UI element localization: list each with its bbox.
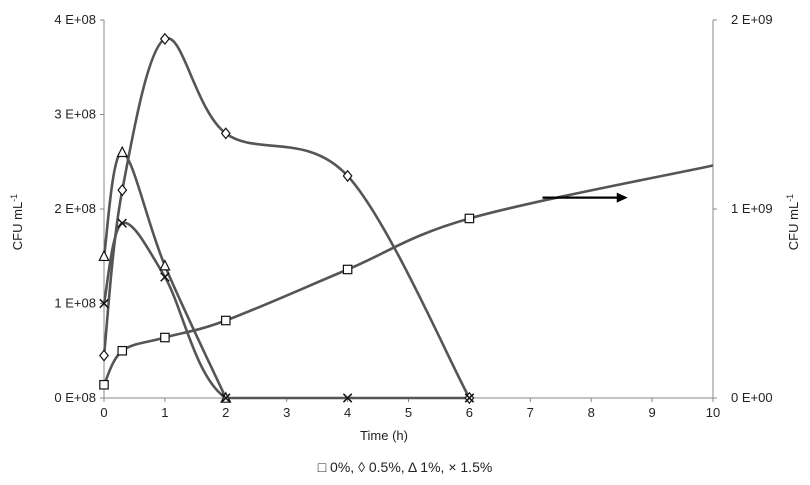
- series-line-diamond: [102, 37, 471, 399]
- y-left-tick-label: 0 E+08: [54, 390, 96, 405]
- series-cross-point: [342, 393, 353, 403]
- cross-stroke: [160, 272, 170, 282]
- y-left-tick-label: 1 E+08: [54, 296, 96, 311]
- series-triangle-point: [159, 259, 171, 271]
- series-square-point: [160, 332, 170, 343]
- legend-square-symbol: □: [317, 459, 327, 475]
- series-square-point: [117, 345, 128, 356]
- series-cross-point: [221, 393, 231, 403]
- legend-item-1: ◊ 0.5%: [358, 459, 401, 475]
- series-diamond-point: [342, 169, 353, 183]
- series-square-point: [464, 213, 475, 224]
- series-cross-point: [117, 218, 128, 228]
- cross-stroke: [221, 393, 231, 403]
- x-tick-label: 10: [706, 405, 720, 420]
- legend-diamond-symbol: ◊: [358, 459, 365, 475]
- legend-item-3: × 1.5%: [448, 459, 492, 475]
- cross-stroke: [464, 393, 475, 403]
- chart: 0 1 2 3 4 5 6 7 8 9 10 0 E+08 1 E+08 2 E+08 3 E+08 4 E+…: [9, 12, 801, 443]
- y-right-tick-label: 0 E+00: [731, 390, 773, 405]
- series-cross-point: [99, 298, 109, 309]
- cross-stroke: [117, 218, 128, 228]
- y-left-tick-label: 4 E+08: [54, 12, 96, 27]
- x-tick-label: 2: [222, 405, 229, 420]
- series-diamond-point: [99, 349, 109, 362]
- legend-cross-symbol: ×: [448, 459, 457, 475]
- series-line-square: [102, 164, 714, 386]
- x-tick-label: 7: [527, 405, 534, 420]
- y-axis-left-title: CFU mL-1: [9, 194, 25, 250]
- x-axis-title: Time (h): [360, 428, 408, 443]
- legend-item-0: □ 0%: [318, 459, 351, 475]
- series-line-triangle: [102, 150, 227, 399]
- legend-label: 1.5%: [460, 459, 493, 475]
- legend-label: 1%: [420, 459, 441, 475]
- legend-triangle-symbol: Δ: [407, 459, 417, 475]
- series-square-point: [99, 379, 109, 390]
- x-tick-label: 5: [405, 405, 412, 420]
- x-tick-label: 8: [588, 405, 595, 420]
- series-diamond-point: [159, 32, 170, 46]
- series-diamond-point: [220, 127, 231, 140]
- x-tick-label: 9: [648, 405, 655, 420]
- x-tick-label: 1: [161, 405, 168, 420]
- series-square-point: [221, 315, 231, 326]
- x-tick-label: 3: [283, 405, 290, 420]
- x-tick-label: 4: [344, 405, 351, 420]
- cross-stroke: [99, 298, 109, 309]
- series-cross-point: [160, 272, 170, 282]
- cross-stroke: [342, 393, 353, 403]
- series-cross-point: [464, 393, 475, 403]
- y-left-tick-label: 3 E+08: [54, 107, 96, 122]
- series-triangle-point: [98, 249, 110, 262]
- arrow-head: [616, 192, 628, 203]
- series-markers: [98, 32, 475, 405]
- y-axis-right-title: CFU mL-1: [785, 194, 801, 250]
- legend-label: 0.5%: [368, 459, 401, 475]
- x-tick-label: 6: [466, 405, 473, 420]
- legend-label: 0%: [330, 459, 351, 475]
- x-tick-label: 0: [100, 405, 107, 420]
- series-triangle-point: [116, 145, 128, 158]
- y-left-tick-label: 2 E+08: [54, 201, 96, 216]
- y-right-tick-label: 2 E+09: [731, 12, 773, 27]
- tick-labels: 0 1 2 3 4 5 6 7 8 9 10 0 E+08 1 E+08 2 E+08 3 E+08 4 E+…: [54, 12, 772, 420]
- y-right-tick-label: 1 E+09: [731, 201, 773, 216]
- series-diamond-point: [117, 183, 128, 197]
- annotations: [542, 192, 628, 203]
- series-square-point: [342, 264, 353, 275]
- legend-item-2: Δ 1%: [408, 459, 441, 475]
- legend: □ 0%, ◊ 0.5%, Δ 1%, × 1.5%: [317, 459, 493, 475]
- series-lines: [102, 37, 714, 400]
